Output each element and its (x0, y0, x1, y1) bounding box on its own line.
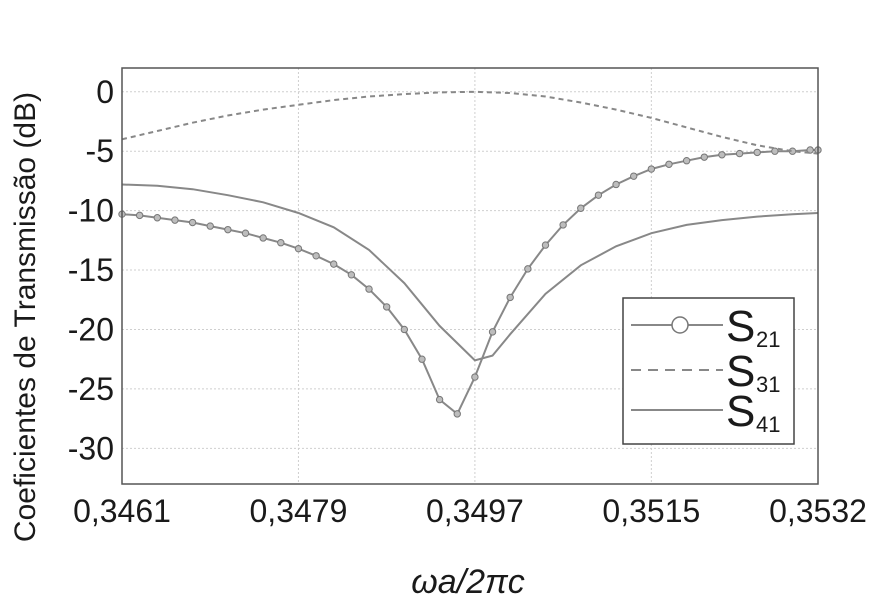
legend-label-s41: S (726, 387, 755, 436)
legend-label-s21: S (726, 302, 755, 351)
data-point-s21 (806, 146, 814, 154)
data-point-s21 (206, 222, 214, 230)
data-point-s21 (577, 204, 585, 212)
x-tick-label: 0,3515 (602, 493, 700, 529)
data-point-s21 (365, 285, 373, 293)
y-tick-label: -20 (68, 311, 114, 347)
data-point-s21 (506, 293, 514, 302)
legend-marker-s21 (671, 316, 689, 334)
data-point-s21 (718, 151, 726, 159)
tick-labels: 0,3461 0,3479 0,3497 0,3515 0,3532 0 -5 -10 -15 -… (68, 74, 867, 529)
data-point-s21 (294, 244, 303, 253)
legend: S 21S 31S 41 (622, 297, 795, 445)
data-point-s21 (612, 180, 620, 189)
data-point-s21 (700, 153, 708, 161)
data-point-s21 (435, 395, 444, 404)
data-point-s21 (735, 149, 744, 158)
data-point-s21 (277, 239, 285, 247)
data-point-s21 (559, 221, 567, 229)
data-point-s21 (771, 147, 779, 155)
data-point-s21 (453, 410, 461, 418)
series-line-s41 (121, 183, 819, 362)
data-point-s21 (330, 260, 338, 268)
y-tick-label: -10 (68, 193, 114, 229)
data-point-s21 (241, 229, 250, 237)
data-point-s21 (312, 252, 320, 260)
series-line-s31 (121, 90, 819, 155)
x-tick-label: 0,3479 (250, 493, 348, 529)
data-point-s21 (224, 225, 232, 234)
y-axis-label: Coeficientes de Transmissão (dB) (9, 92, 42, 542)
data-point-s21 (541, 241, 550, 249)
legend-subscript-s21: 21 (756, 327, 780, 352)
data-point-s21 (153, 214, 161, 222)
data-point-s21 (135, 211, 144, 220)
data-point-s21 (347, 271, 356, 279)
y-tick-label: 0 (96, 74, 114, 110)
x-tick-label: 0,3532 (769, 493, 867, 529)
data-point-s21 (471, 373, 479, 381)
x-tick-label: 0,3461 (73, 493, 171, 529)
series-layer (118, 90, 822, 418)
data-point-s21 (259, 234, 267, 242)
legend-label-s31: S (726, 347, 755, 396)
data-point-s21 (630, 172, 638, 180)
data-point-s21 (594, 191, 603, 199)
y-tick-label: -30 (68, 430, 114, 466)
data-point-s21 (488, 328, 497, 336)
legend-subscript-s41: 41 (756, 412, 780, 437)
data-point-s21 (418, 355, 426, 363)
plot-frame (121, 67, 819, 485)
data-point-s21 (524, 265, 532, 273)
data-point-s21 (400, 325, 409, 334)
data-point-s21 (382, 303, 391, 311)
y-tick-label: -25 (68, 371, 114, 407)
data-point-s21 (188, 218, 197, 227)
data-point-s21 (171, 216, 179, 224)
data-point-s21 (665, 160, 673, 168)
y-tick-label: -15 (68, 252, 114, 288)
data-point-s21 (682, 157, 691, 165)
data-point-s21 (753, 148, 761, 157)
legend-subscript-s31: 31 (756, 372, 780, 397)
x-tick-label: 0,3497 (426, 493, 524, 529)
y-tick-label: -5 (86, 133, 114, 169)
data-point-s21 (647, 165, 656, 173)
x-axis-label: ωa/2πc (411, 563, 525, 601)
